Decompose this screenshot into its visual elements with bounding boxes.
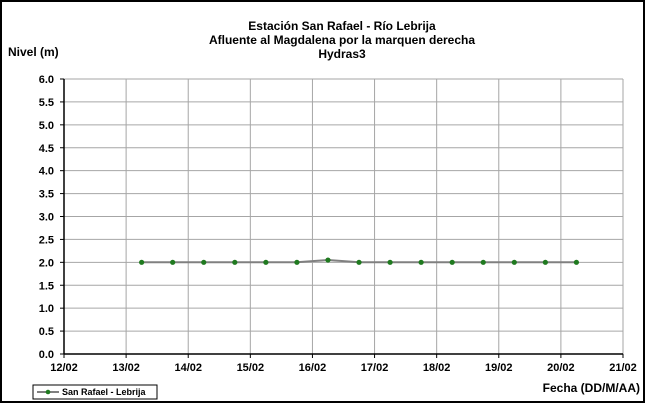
y-axis-label: Nivel (m) [8, 45, 59, 59]
data-point [232, 259, 238, 265]
legend: San Rafael - Lebrija [32, 384, 158, 400]
y-tick-label: 6.0 [39, 74, 54, 86]
y-tick-label: 4.5 [39, 143, 54, 155]
data-point [325, 257, 331, 263]
data-point [356, 259, 362, 265]
series-layer [139, 257, 580, 265]
x-tick-labels: 12/02 13/02 14/02 15/02 16/02 17/02 18/02 19/02… [50, 362, 637, 374]
data-point [449, 259, 455, 265]
y-tick-label: 2.0 [39, 257, 54, 269]
y-tick-label: 4.0 [39, 166, 54, 178]
y-tick-label: 0.0 [39, 349, 54, 361]
title-line-2: Afluente al Magdalena por la marquen der… [209, 33, 475, 47]
x-tick-label: 20/02 [547, 362, 575, 374]
data-point [542, 259, 548, 265]
data-point [387, 259, 393, 265]
data-point [170, 259, 176, 265]
data-point [573, 259, 580, 265]
legend-entry-san-rafael-lebrija: San Rafael - Lebrija [62, 387, 147, 397]
x-tick-label: 17/02 [361, 362, 389, 374]
y-tick-label: 1.5 [39, 280, 54, 292]
legend-marker [45, 389, 51, 395]
x-tick-label: 18/02 [423, 362, 451, 374]
title-line-1: Estación San Rafael - Río Lebrija [248, 19, 436, 33]
y-tick-label: 2.5 [39, 234, 54, 246]
grid [64, 78, 624, 354]
x-tick-label: 21/02 [609, 362, 637, 374]
data-point [511, 259, 517, 265]
data-point [201, 259, 207, 265]
x-tick-label: 12/02 [50, 362, 78, 374]
data-point [480, 259, 486, 265]
data-point [418, 259, 424, 265]
x-tick-label: 16/02 [299, 362, 327, 374]
data-point [139, 259, 145, 265]
title-line-3: Hydras3 [318, 47, 366, 61]
y-tick-label: 3.5 [39, 189, 54, 201]
data-point [294, 259, 300, 265]
y-tick-label: 1.0 [39, 303, 54, 315]
y-tick-label: 0.5 [39, 326, 54, 338]
y-tick-label: 5.0 [39, 120, 54, 132]
y-tick-labels: 0.0 0.5 1.0 1.5 2.0 2.5 3.0 3.5 4.0 4.5 5.0 5.5 6.0 [39, 74, 54, 361]
legend-box [32, 384, 158, 400]
x-tick-label: 15/02 [237, 362, 265, 374]
axes [60, 78, 624, 358]
chart-title: Estación San Rafael - Río Lebrija Afluen… [209, 19, 475, 61]
x-tick-label: 14/02 [174, 362, 202, 374]
x-tick-label: 13/02 [112, 362, 140, 374]
x-axis-label: Fecha (DD/M/AA) [543, 381, 640, 395]
y-tick-label: 3.0 [39, 212, 54, 224]
x-tick-label: 19/02 [485, 362, 513, 374]
data-point [263, 259, 269, 265]
y-tick-label: 5.5 [39, 97, 54, 109]
